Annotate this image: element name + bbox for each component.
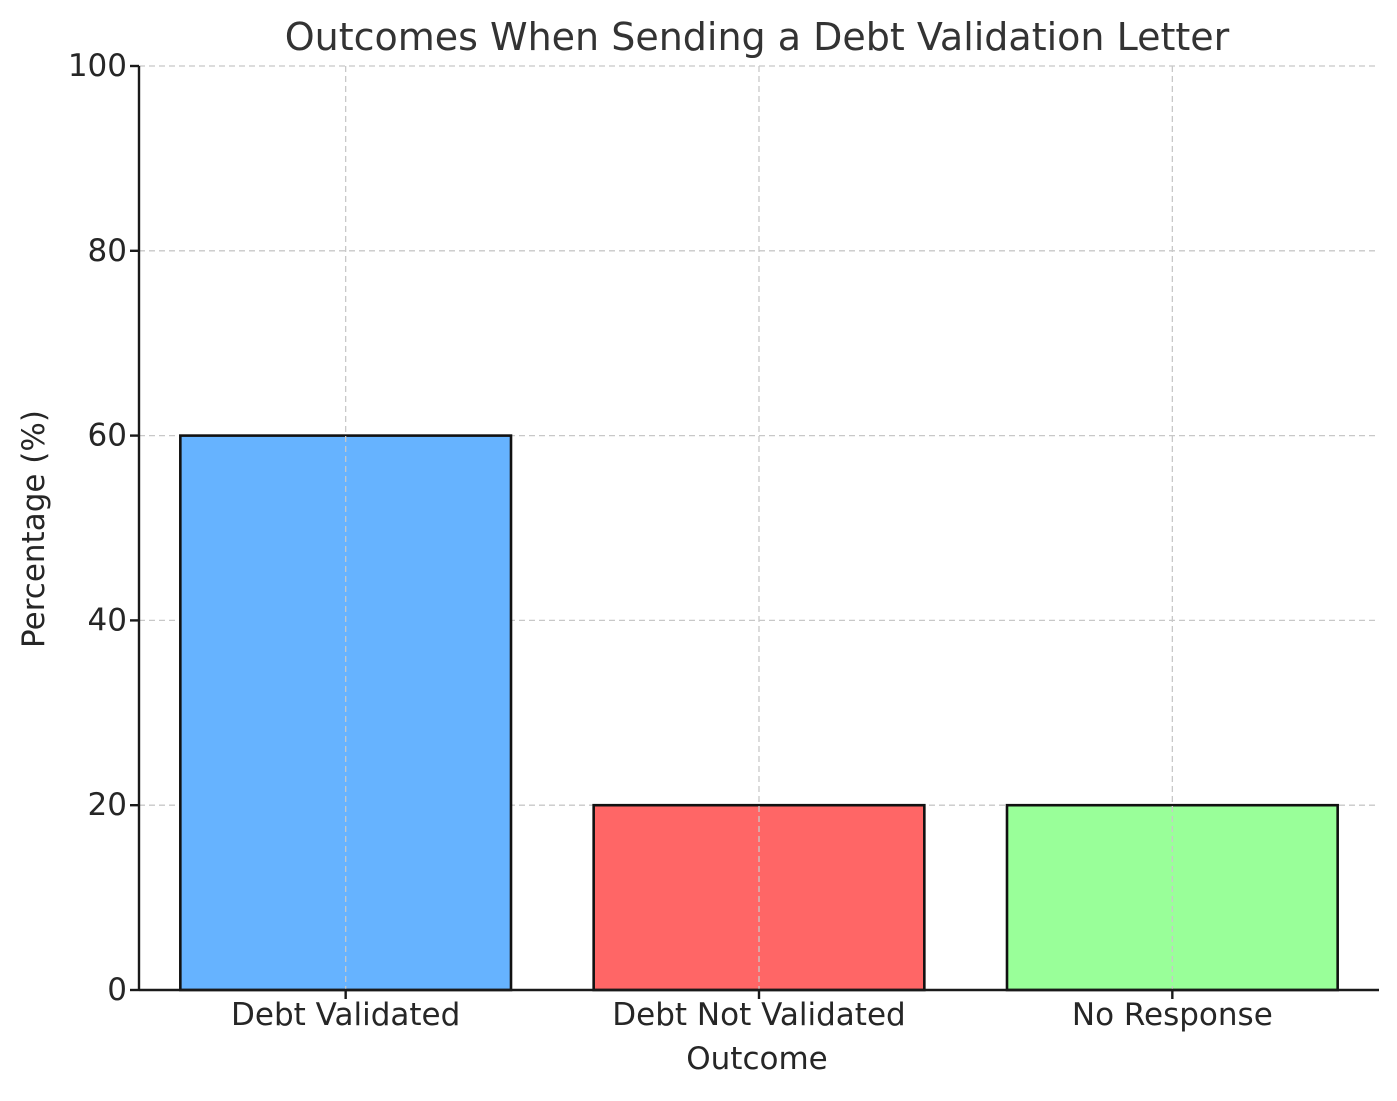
y-tick-label: 0 [107,972,127,1008]
bars [179,66,1339,992]
x-tick-label: Debt Validated [231,997,460,1033]
chart-title: Outcomes When Sending a Debt Validation … [285,15,1230,59]
y-tick-label: 100 [68,48,127,84]
y-tick-label: 20 [88,787,127,823]
x-axis-label: Outcome [686,1041,827,1077]
x-tick-label: No Response [1072,997,1273,1033]
ticks: 0 20 40 60 80 100 Debt Validated Debt Not Valid… [68,48,1273,1033]
y-tick-label: 80 [88,233,127,269]
y-tick-label: 40 [88,602,127,638]
y-tick-label: 60 [88,418,127,454]
x-tick-label: Debt Not Validated [612,997,905,1033]
y-axis-label: Percentage (%) [16,410,52,648]
